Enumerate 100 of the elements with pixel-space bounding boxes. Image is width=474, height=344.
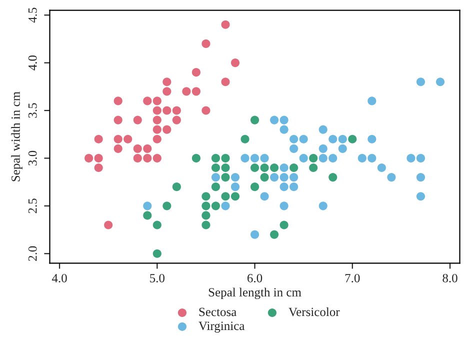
point xyxy=(416,192,426,201)
point xyxy=(280,163,288,172)
point xyxy=(221,163,230,172)
point xyxy=(280,182,288,192)
y-tick-label: 2.5 xyxy=(28,198,37,214)
point xyxy=(114,116,122,124)
y-tick-label: 4.0 xyxy=(28,55,37,70)
point xyxy=(280,202,288,210)
point xyxy=(270,173,279,182)
point xyxy=(172,182,181,192)
point xyxy=(230,58,240,68)
point xyxy=(152,106,162,115)
point xyxy=(250,154,260,162)
point xyxy=(143,96,152,106)
point xyxy=(202,39,210,48)
point xyxy=(280,125,288,134)
point xyxy=(192,68,200,77)
point xyxy=(202,211,210,220)
x-tick-label: 6.0 xyxy=(248,274,262,282)
point xyxy=(152,96,162,106)
point xyxy=(133,144,142,153)
point xyxy=(211,154,220,162)
point xyxy=(211,202,220,210)
point xyxy=(290,173,298,182)
point xyxy=(290,182,298,192)
point xyxy=(270,116,279,124)
point xyxy=(290,163,298,172)
point xyxy=(299,134,308,144)
point xyxy=(114,134,122,144)
point xyxy=(202,220,210,230)
point xyxy=(124,134,132,144)
point xyxy=(260,154,269,162)
point xyxy=(202,192,210,201)
legend-label: Versicolor xyxy=(288,307,340,316)
point xyxy=(221,78,230,86)
point xyxy=(318,202,328,210)
point xyxy=(416,154,426,162)
point xyxy=(192,154,200,162)
point xyxy=(133,116,142,124)
x-tick-label: 7.0 xyxy=(345,274,360,282)
point xyxy=(358,154,366,162)
point xyxy=(211,173,220,182)
point xyxy=(240,154,250,162)
point xyxy=(260,173,269,182)
point xyxy=(172,116,181,124)
point xyxy=(436,78,445,86)
point xyxy=(162,78,172,86)
point xyxy=(338,134,347,144)
y-tick-label: 2.0 xyxy=(28,246,37,261)
point xyxy=(230,182,240,192)
point xyxy=(182,87,191,96)
point xyxy=(221,173,230,182)
point xyxy=(250,182,260,192)
point xyxy=(211,182,220,192)
point xyxy=(270,163,279,172)
point xyxy=(162,87,172,96)
point xyxy=(280,220,288,230)
point xyxy=(250,163,260,172)
point xyxy=(162,202,172,210)
point xyxy=(309,163,318,172)
point xyxy=(94,163,103,172)
point xyxy=(221,20,230,29)
point xyxy=(338,144,347,153)
point xyxy=(162,106,172,115)
x-tick-label: 5.0 xyxy=(150,274,164,282)
y-axis-title: Sepal width in cm xyxy=(11,92,22,182)
point xyxy=(328,134,338,144)
x-axis-title: Sepal length in cm xyxy=(208,288,302,300)
point xyxy=(152,125,162,134)
point xyxy=(152,249,162,258)
point xyxy=(221,154,230,162)
y-tick-label: 3.5 xyxy=(28,103,37,118)
point xyxy=(290,134,298,144)
point xyxy=(143,154,152,162)
point xyxy=(270,230,279,239)
point xyxy=(211,163,220,172)
point xyxy=(152,116,162,124)
point xyxy=(143,144,152,153)
x-tick-label: 8.0 xyxy=(442,274,458,282)
point xyxy=(309,154,318,162)
point xyxy=(114,96,122,106)
point xyxy=(328,154,338,162)
point xyxy=(406,154,416,162)
point xyxy=(328,173,338,182)
point xyxy=(104,220,113,230)
point xyxy=(133,154,142,162)
y-tick-label: 3.0 xyxy=(28,150,37,166)
point xyxy=(387,173,396,182)
point xyxy=(192,87,200,96)
point xyxy=(290,144,298,153)
legend-label: Sectosa xyxy=(199,308,236,316)
point xyxy=(94,154,103,162)
point xyxy=(240,134,250,144)
point xyxy=(162,125,172,134)
point xyxy=(221,202,230,210)
point xyxy=(202,106,210,115)
point xyxy=(318,154,328,162)
point xyxy=(299,154,308,162)
point xyxy=(280,173,288,182)
point xyxy=(416,173,426,182)
